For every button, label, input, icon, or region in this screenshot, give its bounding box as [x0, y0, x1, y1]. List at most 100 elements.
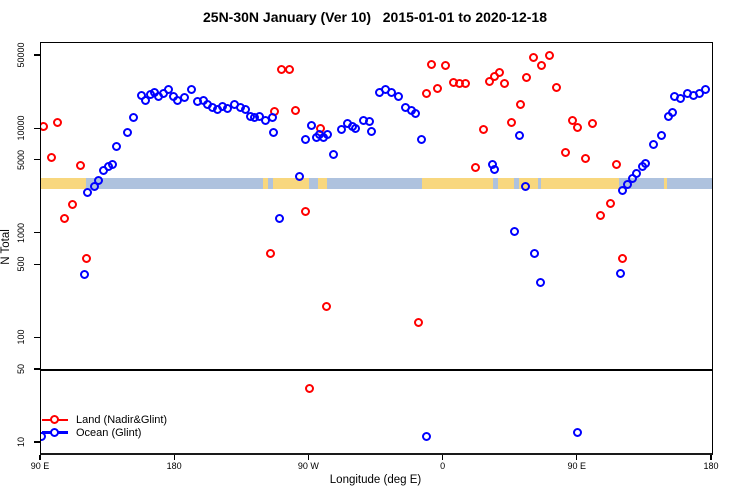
- y-tick-label: 50000: [16, 42, 26, 68]
- coast-band-ocean: [268, 177, 273, 189]
- legend-label-land: Land (Nadir&Glint): [76, 414, 168, 426]
- y-tick-label: 500: [16, 256, 26, 272]
- data-point-ocean: [649, 140, 659, 149]
- data-point-ocean: [294, 172, 304, 182]
- data-point-land: [52, 117, 62, 127]
- data-point-land: [494, 68, 504, 78]
- x-tick: [39, 454, 41, 460]
- data-point-land: [284, 65, 294, 74]
- data-point-ocean: [411, 108, 421, 118]
- data-point-land: [427, 59, 437, 69]
- data-point-land: [422, 88, 432, 98]
- data-point-land: [588, 118, 598, 128]
- x-tick: [710, 454, 712, 460]
- coast-band-land: [262, 177, 269, 189]
- y-tick-label: 50: [16, 363, 26, 374]
- data-point-ocean: [240, 105, 250, 115]
- data-point-land: [484, 76, 494, 86]
- coast-band-land: [664, 177, 668, 189]
- x-tick: [307, 454, 310, 460]
- legend-label-ocean: Ocean (Glint): [76, 426, 142, 439]
- data-point-ocean: [79, 269, 89, 279]
- data-point-land: [551, 82, 561, 92]
- x-tick-label: 90 E: [30, 461, 50, 471]
- y-tick-label: 100: [16, 329, 26, 345]
- data-point-ocean: [187, 85, 197, 95]
- data-point-land: [507, 117, 517, 127]
- data-point-ocean: [268, 112, 278, 122]
- data-point-land: [413, 317, 423, 327]
- coast-band-land: [41, 177, 86, 189]
- data-point-ocean: [82, 187, 92, 197]
- data-point-ocean: [510, 227, 520, 237]
- data-point-ocean: [337, 125, 347, 135]
- x-axis-label: Longitude (deg E): [329, 474, 422, 486]
- data-point-ocean: [700, 84, 710, 94]
- legend: Land (Nadir&Glint) Ocean (Glint): [42, 414, 167, 439]
- data-point-land: [75, 160, 85, 170]
- data-point-ocean: [328, 149, 338, 159]
- land-series-symbol: [42, 414, 68, 426]
- data-point-ocean: [164, 85, 174, 95]
- data-point-ocean: [615, 269, 625, 279]
- data-point-ocean: [521, 182, 531, 192]
- data-point-land: [301, 206, 311, 216]
- data-point-land: [67, 199, 77, 209]
- data-point-land: [304, 383, 314, 393]
- data-point-ocean: [422, 431, 432, 441]
- data-point-ocean: [627, 174, 637, 184]
- data-point-ocean: [351, 123, 361, 133]
- coast-band-ocean: [538, 177, 542, 189]
- data-point-land: [81, 253, 91, 263]
- legend-item-land: Land (Nadir&Glint): [42, 414, 167, 426]
- data-point-land: [595, 210, 605, 220]
- coast-band-ocean: [326, 177, 423, 189]
- data-point-land: [265, 248, 275, 258]
- data-point-ocean: [667, 108, 677, 118]
- data-point-land: [499, 78, 509, 88]
- data-point-ocean: [535, 278, 545, 288]
- data-point-land: [611, 159, 621, 169]
- data-point-land: [617, 253, 627, 263]
- data-point-land: [529, 52, 539, 62]
- coast-band-ocean: [667, 177, 712, 189]
- y-tick-label: 10: [16, 436, 26, 448]
- data-point-land: [322, 301, 332, 311]
- ocean-series-symbol: [42, 427, 68, 439]
- data-point-ocean: [306, 121, 316, 131]
- data-point-land: [440, 60, 450, 70]
- reference-line-50: [41, 368, 712, 371]
- chart-title: 25N-30N January (Ver 10) 2015-01-01 to 2…: [203, 9, 547, 25]
- data-point-ocean: [107, 159, 117, 169]
- data-point-ocean: [93, 175, 103, 185]
- data-point-ocean: [364, 117, 374, 127]
- x-tick-label: 90 E: [567, 461, 587, 471]
- data-point-land: [605, 198, 615, 208]
- data-point-land: [60, 214, 69, 224]
- data-point-ocean: [641, 159, 651, 169]
- x-tick: [442, 454, 444, 460]
- data-point-ocean: [618, 186, 628, 196]
- data-point-ocean: [323, 130, 333, 139]
- data-point-ocean: [111, 141, 121, 151]
- data-point-ocean: [268, 128, 278, 138]
- data-point-land: [560, 148, 570, 158]
- coast-band-land: [422, 177, 494, 189]
- data-point-ocean: [514, 130, 524, 140]
- x-tick: [576, 454, 578, 460]
- y-tick-label: 1000: [16, 222, 26, 243]
- data-point-land: [544, 50, 554, 60]
- data-point-ocean: [572, 427, 582, 437]
- x-tick-label: 180: [703, 461, 719, 471]
- data-point-ocean: [656, 131, 666, 141]
- data-point-land: [567, 115, 577, 125]
- data-point-ocean: [122, 127, 132, 137]
- data-point-land: [537, 60, 546, 70]
- x-tick-label: 180: [166, 461, 182, 471]
- coast-band-ocean: [85, 177, 263, 189]
- x-tick-label: 0: [440, 461, 446, 471]
- data-point-land: [290, 105, 300, 115]
- legend-item-ocean: Ocean (Glint): [42, 427, 167, 439]
- y-tick-label: 10000: [16, 115, 26, 141]
